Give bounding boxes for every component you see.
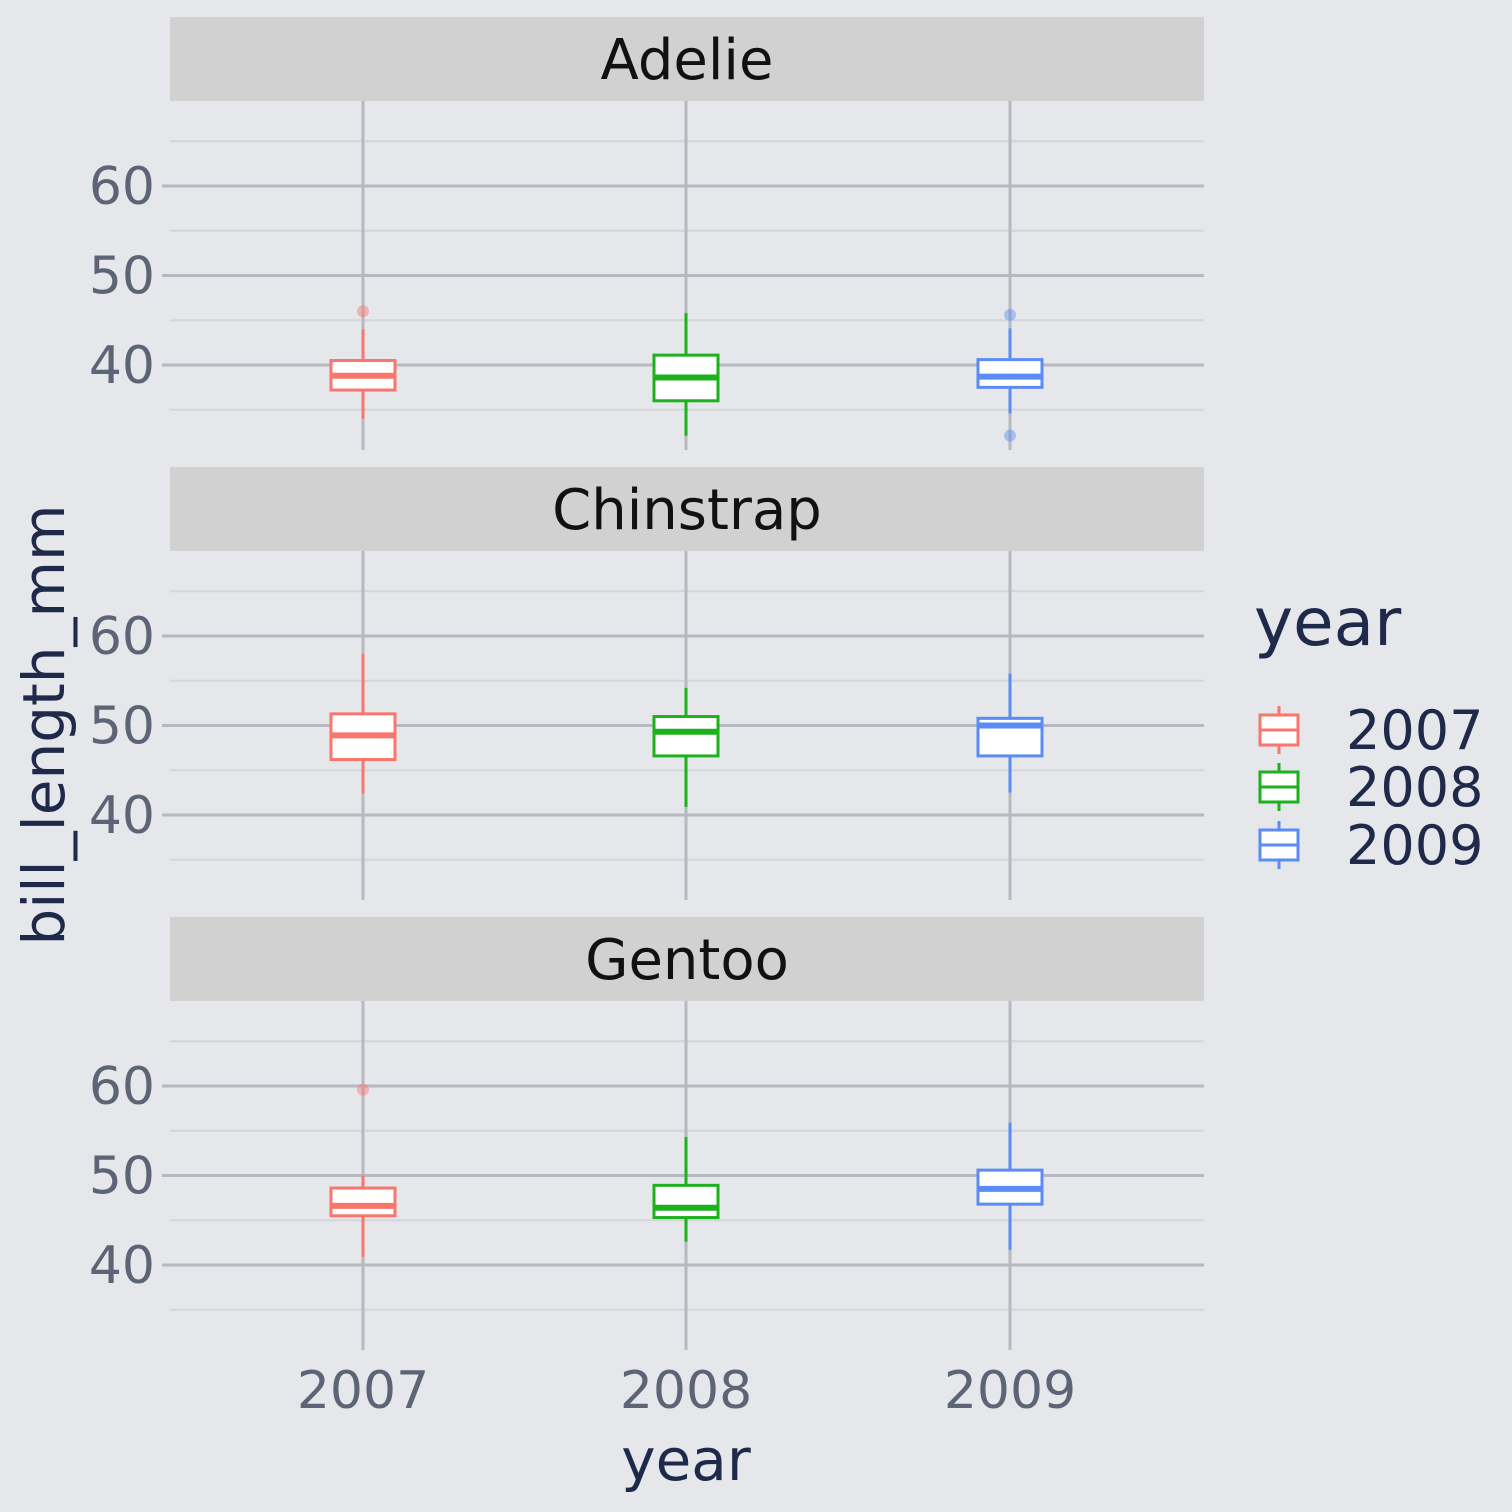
facet-strip — [170, 17, 1204, 101]
x-axis-title: year — [621, 1426, 751, 1494]
legend-entry-2008: 2008 — [1258, 756, 1483, 819]
box-2009 — [976, 1122, 1044, 1250]
y-axis-title: bill_length_mm — [10, 504, 78, 945]
x-tick-label: 2009 — [944, 1361, 1076, 1421]
y-tick-label: 60 — [89, 157, 155, 217]
facet-panel-gentoo: Gentoo 40 50 60 — [89, 917, 1204, 1350]
legend-entry-2007: 2007 — [1258, 699, 1483, 762]
y-tick-label: 40 — [89, 786, 155, 846]
box-iqr — [329, 1186, 397, 1218]
y-tick-label: 50 — [89, 697, 155, 757]
facet-panel-chinstrap: Chinstrap 40 50 60 — [89, 467, 1204, 900]
outlier-point — [357, 1083, 369, 1096]
box-2007 — [329, 305, 397, 419]
x-tick-label: 2008 — [620, 1361, 752, 1421]
facet-strip — [170, 467, 1204, 551]
box-iqr — [652, 715, 720, 758]
box-2007 — [329, 1083, 397, 1257]
box-2009 — [976, 673, 1044, 793]
box-2008 — [652, 687, 720, 807]
box-2008 — [652, 1137, 720, 1242]
box-iqr — [652, 1183, 720, 1220]
facet-panel-adelie: Adelie 40 50 60 — [89, 17, 1204, 450]
x-tick-label: 2007 — [297, 1361, 429, 1421]
outlier-point — [357, 305, 369, 318]
legend-label: 2008 — [1346, 756, 1483, 819]
facet-strip-label: Adelie — [601, 28, 774, 93]
facet-strip-label: Chinstrap — [552, 478, 822, 543]
y-tick-label: 50 — [89, 1147, 155, 1207]
y-tick-label: 50 — [89, 247, 155, 307]
y-tick-label: 60 — [89, 607, 155, 667]
outlier-point — [1004, 308, 1016, 321]
box-2008 — [652, 313, 720, 436]
legend-label: 2007 — [1346, 699, 1483, 762]
facet-strip-label: Gentoo — [585, 928, 789, 993]
y-tick-label: 40 — [89, 1236, 155, 1296]
facet-strip — [170, 917, 1204, 1001]
panels: Adelie 40 50 60 Chinstrap 40 50 60 Gentoo 40 50 60 2… — [89, 17, 1204, 1421]
y-tick-label: 60 — [89, 1057, 155, 1117]
box-2009 — [976, 308, 1044, 442]
box-2007 — [329, 653, 397, 794]
box-iqr — [976, 358, 1044, 389]
y-tick-label: 40 — [89, 336, 155, 396]
legend-label: 2009 — [1346, 814, 1483, 877]
legend-entry-2009: 2009 — [1258, 814, 1483, 877]
legend-title: year — [1254, 584, 1402, 661]
outlier-point — [1004, 429, 1016, 442]
